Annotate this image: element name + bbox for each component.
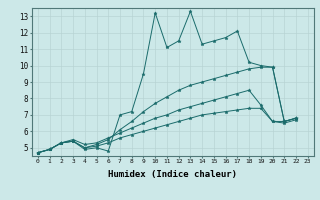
X-axis label: Humidex (Indice chaleur): Humidex (Indice chaleur) [108,170,237,179]
